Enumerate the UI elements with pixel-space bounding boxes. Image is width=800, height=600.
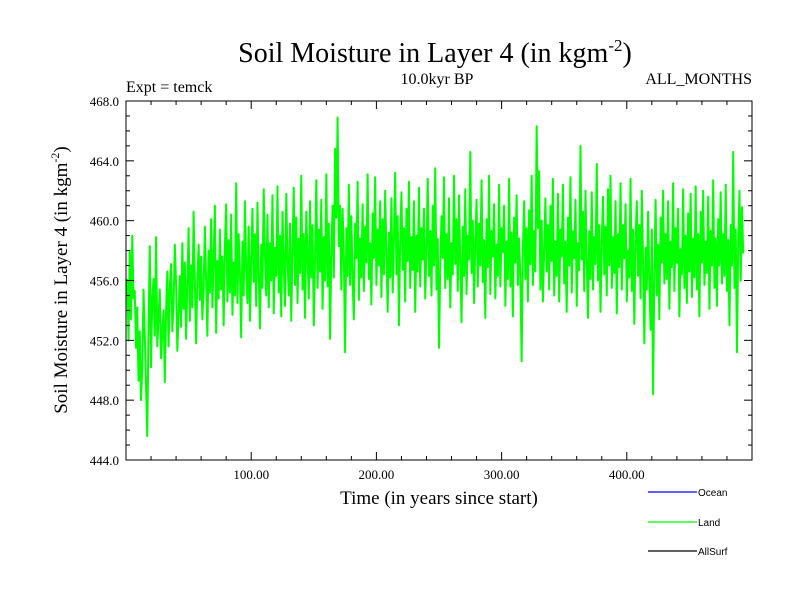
chart-title-suffix: ) xyxy=(623,38,632,69)
x-tick-label: 300.00 xyxy=(484,467,520,482)
x-tick-label: 400.00 xyxy=(609,467,645,482)
legend: Ocean Land AllSurf xyxy=(648,488,728,558)
chart-title: Soil Moisture in Layer 4 (in kgm-2) xyxy=(238,36,632,69)
chart-title-superscript: -2 xyxy=(608,36,622,55)
legend-label-ocean: Ocean xyxy=(698,488,727,499)
x-axis-label: Time (in years since start) xyxy=(340,488,538,509)
y-tick-label: 460.0 xyxy=(90,214,119,229)
y-axis-label-superscript: -2 xyxy=(48,153,62,163)
series-line-land xyxy=(126,116,745,438)
legend-label-land: Land xyxy=(698,518,720,529)
y-axis-label-main: Soil Moisture in Layer 4 (in kgm xyxy=(51,162,72,413)
y-axis: 444.0 448.0 452.0 456.0 460.0 464.0 468.0 xyxy=(90,94,752,468)
y-axis-label-suffix: ) xyxy=(51,146,72,152)
subtitle-period: 10.0kyr BP xyxy=(401,71,474,88)
x-tick-label: 200.00 xyxy=(359,467,395,482)
legend-label-allsurf: AllSurf xyxy=(698,547,728,558)
y-tick-label: 468.0 xyxy=(90,94,119,109)
subtitle-expt: Expt = temck xyxy=(126,79,212,96)
subtitle-months: ALL_MONTHS xyxy=(645,71,752,88)
x-tick-label: 100.00 xyxy=(233,467,269,482)
y-tick-label: 464.0 xyxy=(90,154,119,169)
x-axis: 100.00 200.00 300.00 400.00 xyxy=(150,101,728,482)
y-tick-label: 444.0 xyxy=(90,453,119,468)
y-tick-label: 452.0 xyxy=(90,333,119,348)
y-axis-label: Soil Moisture in Layer 4 (in kgm-2) xyxy=(48,146,72,414)
y-tick-label: 456.0 xyxy=(90,274,119,289)
y-tick-label: 448.0 xyxy=(90,393,119,408)
chart-title-main: Soil Moisture in Layer 4 (in kgm xyxy=(238,38,608,69)
